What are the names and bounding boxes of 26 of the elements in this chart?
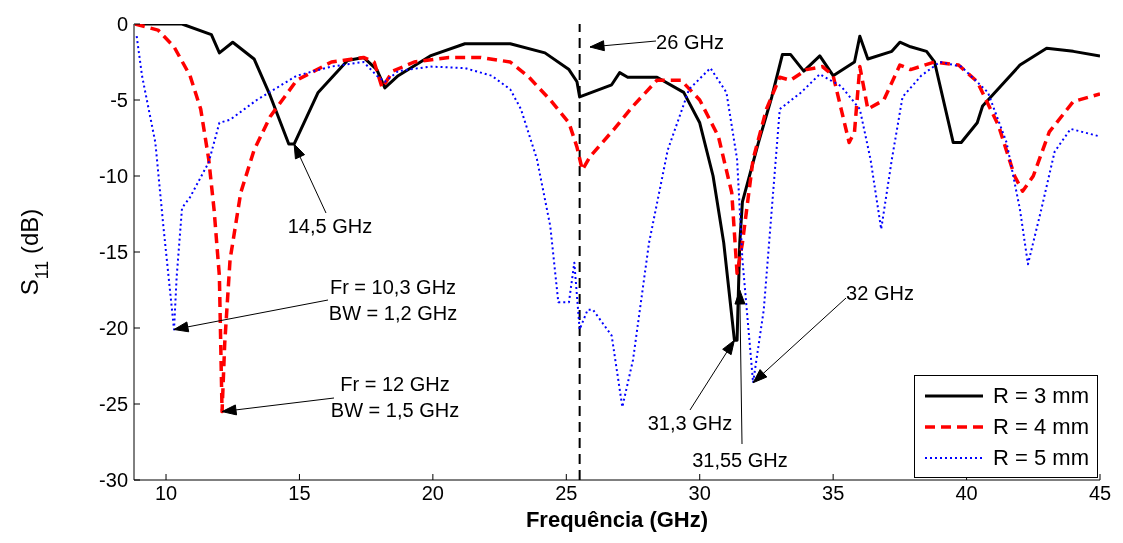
x-tick-label: 30 xyxy=(688,482,711,505)
legend-label: R = 4 mm xyxy=(993,413,1089,440)
x-tick-label: 45 xyxy=(1088,482,1112,505)
x-tick-label: 15 xyxy=(288,482,311,505)
legend-label: R = 5 mm xyxy=(993,444,1089,471)
y-tick-label: -25 xyxy=(99,393,128,416)
y-tick-label: -15 xyxy=(99,241,128,264)
legend-label: R = 3 mm xyxy=(993,382,1089,409)
x-axis-title: Frequência (GHz) xyxy=(525,507,709,532)
x-tick-label: 40 xyxy=(955,482,978,505)
x-tick-label: 35 xyxy=(822,482,845,505)
y-tick-label: 0 xyxy=(116,13,128,36)
y-tick-label: -10 xyxy=(99,165,128,188)
y-tick-label: -30 xyxy=(99,469,128,492)
annotation: 31,3 GHz xyxy=(647,412,733,434)
annotation: 32 GHz xyxy=(846,282,914,304)
annotation: Fr = 12 GHz BW = 1,5 GHz xyxy=(330,373,460,421)
annotation: 31,55 GHz xyxy=(692,449,788,471)
y-tick-label: -5 xyxy=(110,89,128,112)
x-tick-label: 25 xyxy=(555,482,578,505)
y-tick-label: -20 xyxy=(99,317,128,340)
annotation: 14,5 GHz xyxy=(287,215,373,237)
annotation: 26 GHz xyxy=(656,31,724,53)
x-tick-label: 20 xyxy=(421,482,444,505)
x-tick-label: 10 xyxy=(154,482,178,505)
annotation: Fr = 10,3 GHz BW = 1,2 GHz xyxy=(328,276,458,324)
